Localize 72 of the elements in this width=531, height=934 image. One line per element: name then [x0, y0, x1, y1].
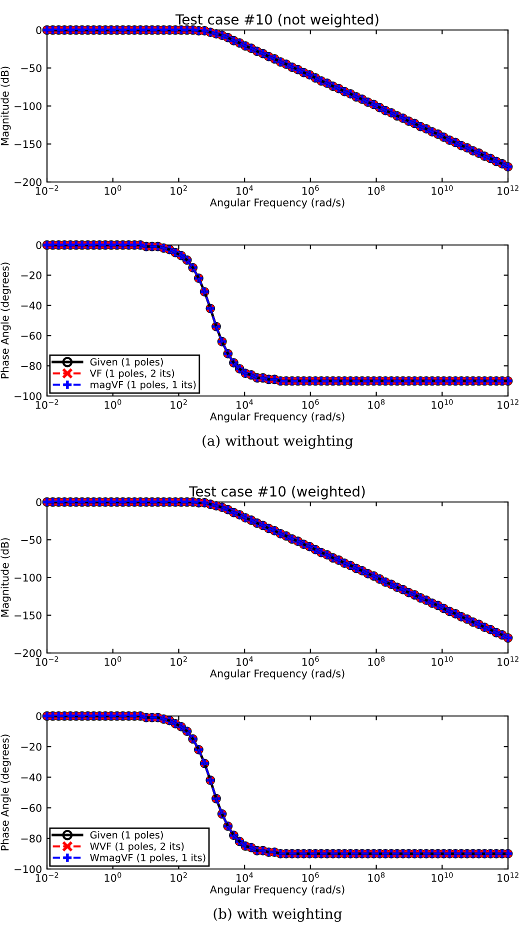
x-tick-label: 10$^{6}$ — [302, 185, 319, 195]
text: (b) with weighting — [214, 908, 342, 922]
y-axis-title: Phase Angle (degrees) — [0, 262, 11, 378]
legend-label: Given (1 poles) — [90, 831, 163, 840]
x-axis-title: Angular Frequency (rad/s) — [210, 412, 344, 422]
x-tick-label: 10$^{0}$ — [104, 399, 122, 409]
y-tick-label: −200 — [14, 178, 42, 186]
x-tick-label: 10$^{12}$ — [498, 399, 518, 409]
x-axis-title: Angular Frequency (rad/s) — [210, 198, 344, 208]
legend-label: magVF (1 poles, 1 its) — [90, 380, 196, 390]
x-tick-label: 10$^{8}$ — [368, 656, 385, 666]
x-tick-label: 10$^{2}$ — [170, 872, 187, 882]
y-tick-label: −60 — [21, 332, 42, 340]
y-tick-label: −100 — [14, 102, 42, 110]
y-tick-label: −200 — [14, 649, 42, 658]
x-axis-title: Angular Frequency (rad/s) — [210, 669, 344, 680]
y-tick-label: −50 — [21, 64, 42, 72]
y-tick-label: −100 — [14, 392, 42, 400]
x-tick-label: 10$^{8}$ — [368, 872, 385, 882]
x-tick-label: 10$^{12}$ — [498, 185, 518, 195]
x-tick-label: 10$^{−2}$ — [36, 656, 58, 666]
y-axis-title: Magnitude (dB) — [0, 538, 11, 617]
y-tick-label: −100 — [14, 574, 42, 582]
x-tick-label: 10$^{10}$ — [432, 656, 453, 666]
x-tick-label: 10$^{4}$ — [236, 185, 253, 195]
x-axis-title: Angular Frequency (rad/s) — [210, 885, 344, 896]
y-tick-label: −20 — [21, 271, 42, 280]
y-tick-label: −150 — [14, 140, 42, 148]
x-tick-label: 10$^{4}$ — [236, 399, 253, 409]
y-tick-label: −20 — [21, 742, 42, 751]
x-tick-label: 10$^{8}$ — [368, 185, 385, 195]
legend-label: WmagVF (1 poles, 1 its) — [90, 854, 206, 864]
y-tick-label: 0 — [36, 498, 42, 506]
chart-title: Test case #10 (weighted) — [189, 486, 365, 500]
y-tick-label: −80 — [21, 362, 42, 370]
y-tick-label: −60 — [21, 804, 42, 812]
x-tick-label: 10$^{4}$ — [236, 656, 253, 666]
y-tick-label: −150 — [14, 611, 42, 620]
x-tick-label: 10$^{0}$ — [104, 656, 122, 666]
x-tick-label: 10$^{8}$ — [368, 399, 385, 409]
x-tick-label: 10$^{0}$ — [104, 872, 122, 882]
x-tick-label: 10$^{12}$ — [498, 872, 518, 882]
y-tick-label: −50 — [21, 536, 42, 544]
x-tick-label: 10$^{−2}$ — [36, 872, 58, 882]
x-tick-label: 10$^{0}$ — [104, 185, 122, 195]
y-axis-title: Phase Angle (degrees) — [0, 734, 11, 850]
x-tick-label: 10$^{10}$ — [432, 399, 453, 409]
x-tick-label: 10$^{2}$ — [170, 185, 187, 195]
chart-title: Test case #10 (not weighted) — [175, 14, 378, 28]
x-tick-label: 10$^{4}$ — [236, 872, 253, 882]
x-tick-label: 10$^{10}$ — [432, 872, 453, 882]
x-tick-label: 10$^{2}$ — [170, 399, 187, 409]
x-tick-label: 10$^{−2}$ — [36, 399, 58, 409]
y-tick-label: 0 — [36, 712, 42, 720]
legend-label: WVF (1 poles, 2 its) — [90, 842, 184, 852]
y-tick-label: 0 — [36, 26, 42, 34]
y-axis-title: Magnitude (dB) — [0, 66, 11, 146]
y-tick-label: 0 — [36, 241, 42, 250]
x-tick-label: 10$^{2}$ — [170, 656, 187, 666]
x-tick-label: 10$^{6}$ — [302, 872, 319, 882]
y-tick-label: −40 — [21, 302, 42, 310]
x-tick-label: 10$^{10}$ — [432, 185, 453, 195]
x-tick-label: 10$^{−2}$ — [36, 185, 58, 195]
x-tick-label: 10$^{6}$ — [302, 399, 319, 409]
y-tick-label: −40 — [21, 773, 42, 782]
legend-label: VF (1 poles, 2 its) — [90, 369, 174, 379]
x-tick-label: 10$^{6}$ — [302, 656, 319, 666]
x-tick-label: 10$^{12}$ — [498, 656, 518, 666]
text: (a) without weighting — [202, 435, 354, 449]
legend-label: Given (1 poles) — [90, 358, 163, 368]
y-tick-label: −80 — [21, 834, 42, 843]
y-tick-label: −100 — [14, 865, 42, 874]
